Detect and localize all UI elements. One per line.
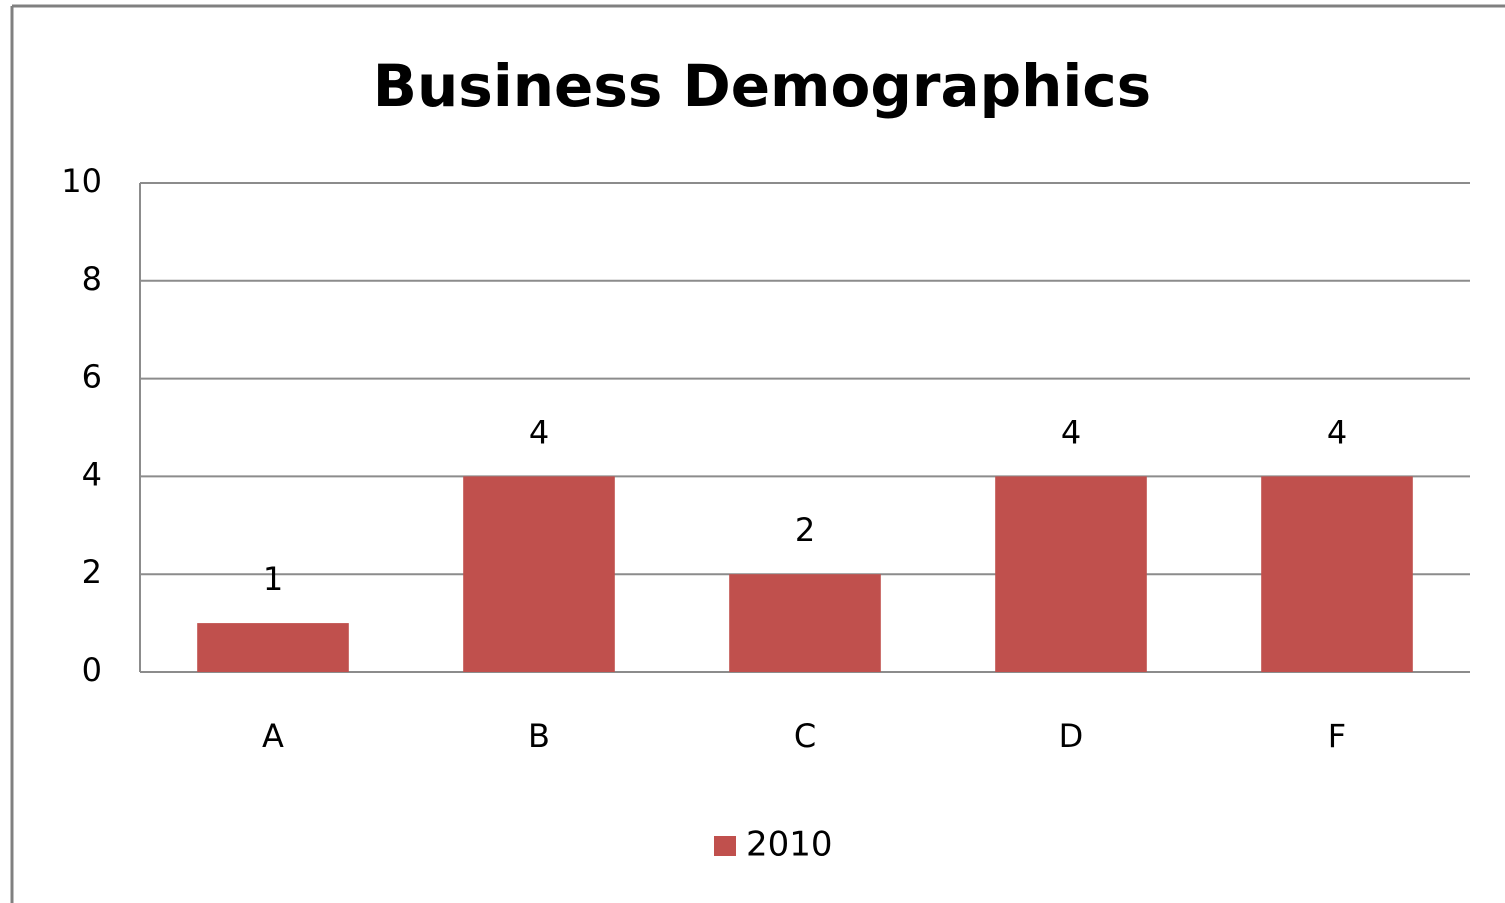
legend-swatch xyxy=(714,836,736,856)
x-tick-label: F xyxy=(1328,717,1346,755)
chart-title: Business Demographics xyxy=(373,52,1151,120)
y-tick-label: 2 xyxy=(82,553,102,591)
bar xyxy=(729,574,881,672)
x-tick-label: A xyxy=(262,717,284,755)
y-tick-label: 10 xyxy=(61,162,102,200)
y-tick-label: 6 xyxy=(82,358,102,396)
bar xyxy=(197,623,349,672)
data-label: 4 xyxy=(1327,413,1347,451)
y-tick-label: 8 xyxy=(82,260,102,298)
data-label: 4 xyxy=(529,413,549,451)
y-tick-label: 0 xyxy=(82,651,102,689)
data-label: 4 xyxy=(1061,413,1081,451)
bar xyxy=(995,476,1147,672)
x-tick-label: B xyxy=(528,717,550,755)
legend-label: 2010 xyxy=(746,825,833,865)
x-tick-label: D xyxy=(1059,717,1084,755)
bar xyxy=(1261,476,1413,672)
y-tick-label: 4 xyxy=(82,455,102,493)
x-tick-label: C xyxy=(794,717,816,755)
data-label: 1 xyxy=(263,560,283,598)
bar xyxy=(463,476,615,672)
data-label: 2 xyxy=(795,511,815,549)
